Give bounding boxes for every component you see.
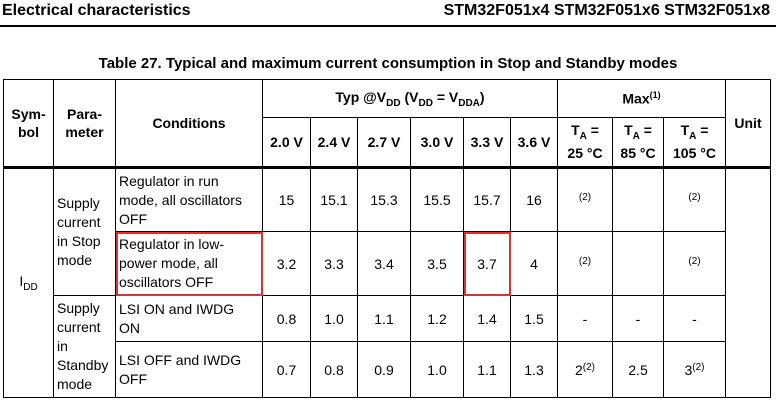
header-voltage: 3.0 V — [410, 117, 464, 169]
condition-cell: Regulator in low-power mode, all oscilla… — [115, 231, 263, 296]
table-row: Regulator in low-power mode, all oscilla… — [4, 231, 771, 296]
condition-cell: LSI ON and IWDG ON — [115, 295, 263, 342]
condition-cell: Regulator in run mode, all oscillators O… — [115, 167, 263, 232]
table-row: Supply current in Standby mode LSI ON and… — [4, 295, 771, 398]
max-value-cell: (2) — [557, 167, 613, 232]
max-value-cell: 2(2) — [557, 341, 613, 398]
typ-value-cell: 16 — [510, 167, 558, 232]
section-title: Electrical characteristics — [2, 2, 191, 19]
typ-value-cell: 3.7 — [463, 231, 511, 296]
header-temperature: TA = 105 °C — [663, 117, 726, 169]
unit-cell — [725, 167, 771, 398]
max-value-cell: - — [612, 295, 664, 342]
table-row: IDD Supply current in Stop mode Regulator … — [3, 167, 771, 398]
condition-cell: LSI OFF and IWDG OFF — [115, 341, 263, 398]
table-body: IDD Supply current in Stop mode Regulator … — [3, 167, 771, 398]
subheader-row: 2.0 V 2.4 V 2.7 V 3.0 V 3.3 V 3.6 V TA = 25 °C T… — [4, 117, 771, 169]
header-voltage: 3.3 V — [463, 117, 511, 169]
header-voltage: 2.4 V — [310, 117, 358, 169]
typ-value-cell: 3.3 — [310, 231, 358, 296]
typ-value-cell: 3.4 — [357, 231, 411, 296]
header-max: Max(1) — [557, 79, 726, 118]
typ-value-cell: 1.1 — [357, 295, 411, 342]
max-value-cell: - — [663, 295, 726, 342]
symbol-cell: IDD — [3, 167, 54, 398]
typ-value-cell: 15.3 — [357, 167, 411, 232]
max-value-cell — [612, 231, 664, 296]
header-rule — [0, 25, 776, 27]
parameter-cell: Supply current in Stop mode — [53, 167, 116, 296]
typ-value-cell: 1.3 — [510, 341, 558, 398]
max-value-cell: (2) — [557, 231, 613, 296]
header-voltage: 2.7 V — [357, 117, 411, 169]
max-value-cell — [612, 167, 664, 232]
typ-value-cell: 1.1 — [463, 341, 511, 398]
header-typ: Typ @VDD (VDD = VDDA) — [262, 79, 558, 118]
header-symbol: Sym-bol — [3, 79, 54, 169]
parameter-cell: Supply current in Standby mode — [53, 295, 116, 398]
max-value-cell: - — [557, 295, 613, 342]
typ-value-cell: 1.4 — [463, 295, 511, 342]
typ-value-cell: 0.7 — [262, 341, 311, 398]
typ-value-cell: 0.9 — [357, 341, 411, 398]
header-conditions: Conditions — [115, 79, 263, 169]
max-value-cell: 3(2) — [663, 341, 726, 398]
typ-value-cell: 15 — [262, 167, 311, 232]
typ-value-cell: 1.0 — [410, 341, 464, 398]
max-value-cell: (2) — [663, 167, 726, 232]
page-header: Electrical characteristics STM32F051x4 S… — [0, 0, 776, 27]
max-value-cell: (2) — [663, 231, 726, 296]
typ-value-cell: 15.1 — [310, 167, 358, 232]
typ-value-cell: 3.2 — [262, 231, 311, 296]
typ-value-cell: 1.5 — [510, 295, 558, 342]
header-voltage: 3.6 V — [510, 117, 558, 169]
table-row: LSI OFF and IWDG OFF 0.7 0.8 0.9 1.0 1.1 1.3 2(… — [4, 341, 771, 398]
typ-value-cell: 1.0 — [310, 295, 358, 342]
max-value-cell: 2.5 — [612, 341, 664, 398]
typ-value-cell: 15.5 — [410, 167, 464, 232]
typ-value-cell: 4 — [510, 231, 558, 296]
typ-value-cell: 0.8 — [310, 341, 358, 398]
typ-value-cell: 3.5 — [410, 231, 464, 296]
header-parameter: Para-meter — [53, 79, 116, 169]
typ-value-cell: 0.8 — [262, 295, 311, 342]
current-consumption-table: Sym-bol Para-meter Conditions Typ @VDD (… — [3, 79, 771, 398]
device-list: STM32F051x4 STM32F051x6 STM32F051x8 — [443, 2, 770, 19]
header-voltage: 2.0 V — [262, 117, 311, 169]
typ-value-cell: 15.7 — [463, 167, 511, 232]
header-temperature: TA = 25 °C — [557, 117, 613, 169]
table-caption: Table 27. Typical and maximum current co… — [98, 55, 678, 72]
header-temperature: TA = 85 °C — [612, 117, 664, 169]
header-unit: Unit — [725, 79, 771, 169]
typ-value-cell: 1.2 — [410, 295, 464, 342]
